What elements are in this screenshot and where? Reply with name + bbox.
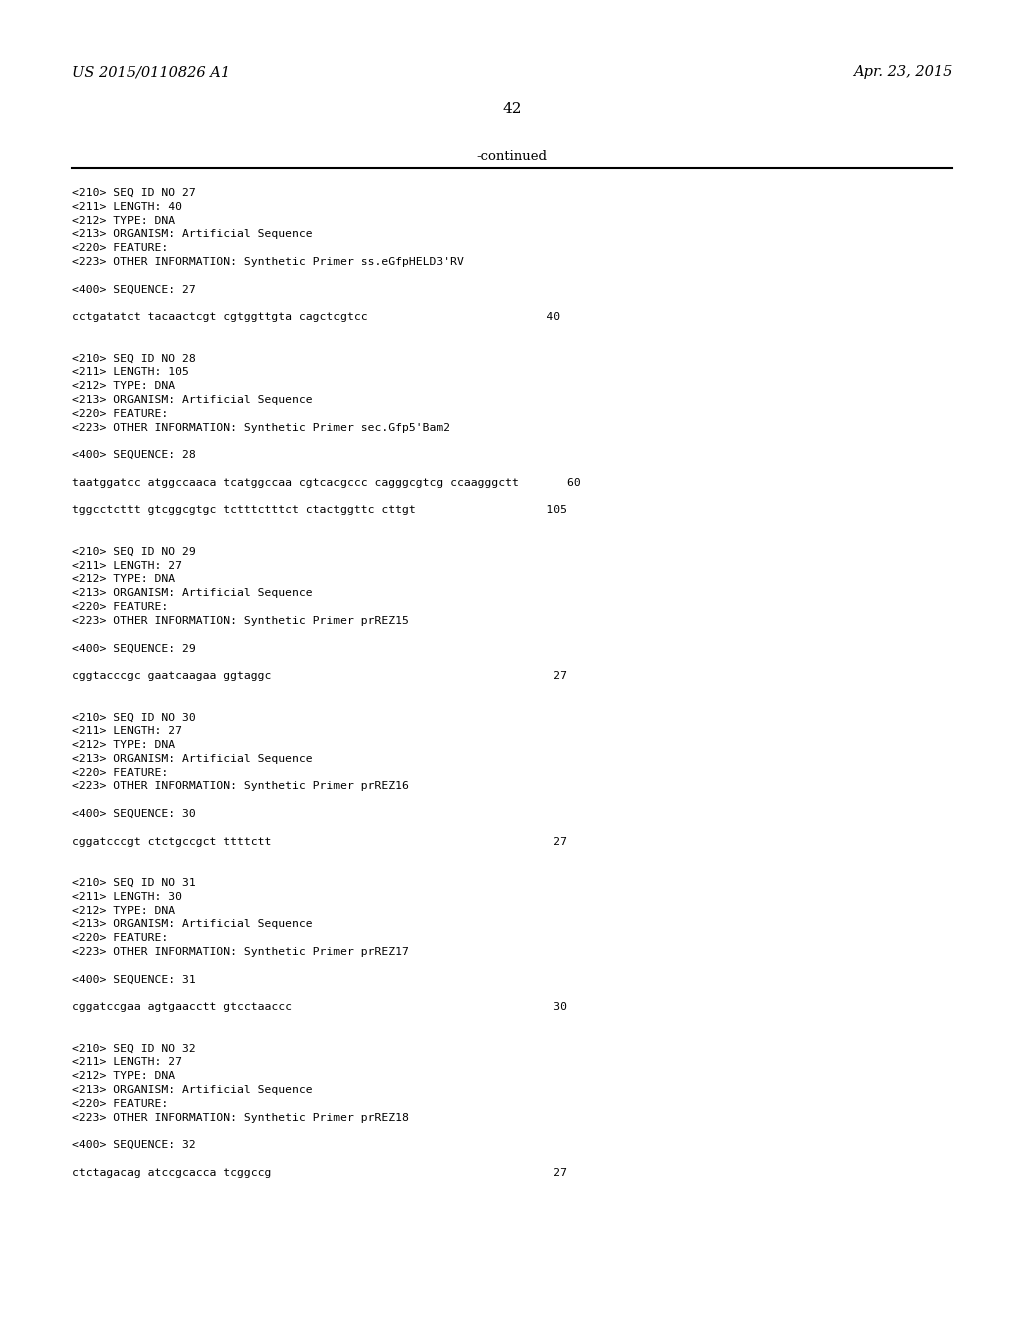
Text: <211> LENGTH: 40: <211> LENGTH: 40 [72,202,182,211]
Text: <223> OTHER INFORMATION: Synthetic Primer prREZ17: <223> OTHER INFORMATION: Synthetic Prime… [72,946,409,957]
Text: <210> SEQ ID NO 29: <210> SEQ ID NO 29 [72,546,196,557]
Text: <213> ORGANISM: Artificial Sequence: <213> ORGANISM: Artificial Sequence [72,230,312,239]
Text: <213> ORGANISM: Artificial Sequence: <213> ORGANISM: Artificial Sequence [72,395,312,405]
Text: <210> SEQ ID NO 31: <210> SEQ ID NO 31 [72,878,196,888]
Text: ctctagacag atccgcacca tcggccg                                         27: ctctagacag atccgcacca tcggccg 27 [72,1168,567,1177]
Text: cggatccgaa agtgaacctt gtcctaaccc                                      30: cggatccgaa agtgaacctt gtcctaaccc 30 [72,1002,567,1012]
Text: <210> SEQ ID NO 27: <210> SEQ ID NO 27 [72,187,196,198]
Text: <212> TYPE: DNA: <212> TYPE: DNA [72,1072,175,1081]
Text: <220> FEATURE:: <220> FEATURE: [72,768,168,777]
Text: <223> OTHER INFORMATION: Synthetic Primer sec.Gfp5'Bam2: <223> OTHER INFORMATION: Synthetic Prime… [72,422,451,433]
Text: <210> SEQ ID NO 30: <210> SEQ ID NO 30 [72,713,196,722]
Text: <220> FEATURE:: <220> FEATURE: [72,243,168,253]
Text: <213> ORGANISM: Artificial Sequence: <213> ORGANISM: Artificial Sequence [72,754,312,764]
Text: <211> LENGTH: 105: <211> LENGTH: 105 [72,367,188,378]
Text: <212> TYPE: DNA: <212> TYPE: DNA [72,906,175,916]
Text: taatggatcc atggccaaca tcatggccaa cgtcacgccc cagggcgtcg ccaagggctt       60: taatggatcc atggccaaca tcatggccaa cgtcacg… [72,478,581,488]
Text: <211> LENGTH: 27: <211> LENGTH: 27 [72,561,182,570]
Text: <210> SEQ ID NO 28: <210> SEQ ID NO 28 [72,354,196,363]
Text: Apr. 23, 2015: Apr. 23, 2015 [853,65,952,79]
Text: <223> OTHER INFORMATION: Synthetic Primer prREZ18: <223> OTHER INFORMATION: Synthetic Prime… [72,1113,409,1122]
Text: <400> SEQUENCE: 30: <400> SEQUENCE: 30 [72,809,196,818]
Text: <400> SEQUENCE: 28: <400> SEQUENCE: 28 [72,450,196,461]
Text: <211> LENGTH: 27: <211> LENGTH: 27 [72,726,182,737]
Text: <223> OTHER INFORMATION: Synthetic Primer prREZ15: <223> OTHER INFORMATION: Synthetic Prime… [72,616,409,626]
Text: <212> TYPE: DNA: <212> TYPE: DNA [72,215,175,226]
Text: <211> LENGTH: 27: <211> LENGTH: 27 [72,1057,182,1068]
Text: cggtacccgc gaatcaagaa ggtaggc                                         27: cggtacccgc gaatcaagaa ggtaggc 27 [72,671,567,681]
Text: <400> SEQUENCE: 32: <400> SEQUENCE: 32 [72,1140,196,1150]
Text: <223> OTHER INFORMATION: Synthetic Primer ss.eGfpHELD3'RV: <223> OTHER INFORMATION: Synthetic Prime… [72,257,464,267]
Text: <220> FEATURE:: <220> FEATURE: [72,1098,168,1109]
Text: <220> FEATURE:: <220> FEATURE: [72,409,168,418]
Text: <213> ORGANISM: Artificial Sequence: <213> ORGANISM: Artificial Sequence [72,589,312,598]
Text: <212> TYPE: DNA: <212> TYPE: DNA [72,381,175,391]
Text: <220> FEATURE:: <220> FEATURE: [72,602,168,612]
Text: <400> SEQUENCE: 29: <400> SEQUENCE: 29 [72,643,196,653]
Text: -continued: -continued [476,150,548,162]
Text: <210> SEQ ID NO 32: <210> SEQ ID NO 32 [72,1044,196,1053]
Text: <400> SEQUENCE: 31: <400> SEQUENCE: 31 [72,974,196,985]
Text: <220> FEATURE:: <220> FEATURE: [72,933,168,944]
Text: <213> ORGANISM: Artificial Sequence: <213> ORGANISM: Artificial Sequence [72,920,312,929]
Text: <212> TYPE: DNA: <212> TYPE: DNA [72,574,175,585]
Text: <212> TYPE: DNA: <212> TYPE: DNA [72,741,175,750]
Text: <211> LENGTH: 30: <211> LENGTH: 30 [72,892,182,902]
Text: <213> ORGANISM: Artificial Sequence: <213> ORGANISM: Artificial Sequence [72,1085,312,1096]
Text: 42: 42 [502,102,522,116]
Text: US 2015/0110826 A1: US 2015/0110826 A1 [72,65,230,79]
Text: cggatcccgt ctctgccgct ttttctt                                         27: cggatcccgt ctctgccgct ttttctt 27 [72,837,567,846]
Text: <223> OTHER INFORMATION: Synthetic Primer prREZ16: <223> OTHER INFORMATION: Synthetic Prime… [72,781,409,792]
Text: tggcctcttt gtcggcgtgc tctttctttct ctactggttc cttgt                   105: tggcctcttt gtcggcgtgc tctttctttct ctactg… [72,506,567,515]
Text: cctgatatct tacaactcgt cgtggttgta cagctcgtcc                          40: cctgatatct tacaactcgt cgtggttgta cagctcg… [72,313,560,322]
Text: <400> SEQUENCE: 27: <400> SEQUENCE: 27 [72,285,196,294]
